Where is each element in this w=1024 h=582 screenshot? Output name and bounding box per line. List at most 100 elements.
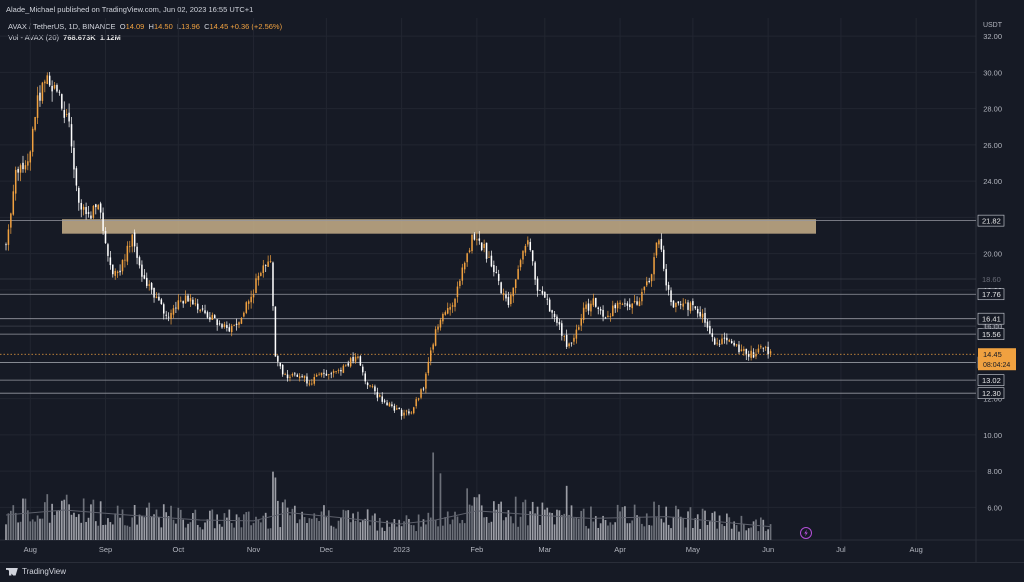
candle-body	[352, 356, 354, 362]
candle-body	[155, 296, 158, 299]
candle-body	[645, 281, 648, 286]
candle-body	[53, 84, 56, 89]
candle-body	[553, 313, 556, 318]
candle-body	[437, 326, 439, 330]
candle-body	[179, 300, 182, 302]
candle-body	[281, 364, 284, 375]
volume-bar	[344, 510, 347, 540]
volume-bar	[509, 516, 512, 540]
volume-bar	[235, 514, 238, 540]
volume-bar	[172, 519, 175, 540]
volume-bar	[672, 516, 675, 540]
level-tag-label: 21.82	[982, 217, 1001, 226]
volume-bar	[170, 505, 172, 540]
bottom-bar: TradingView	[0, 562, 1024, 582]
candle-body	[371, 386, 374, 387]
candle-body	[70, 124, 73, 147]
candle-body	[689, 302, 692, 312]
price-chart[interactable]: 32.0030.0028.0026.0024.0022.0020.0018.00…	[0, 0, 1024, 562]
volume-bar	[536, 506, 539, 540]
volume-bar	[405, 515, 408, 540]
candle-body	[87, 212, 90, 214]
volume-bar	[437, 526, 439, 540]
volume-bar	[24, 498, 27, 540]
candle-body	[711, 333, 714, 337]
candle-body	[726, 337, 728, 341]
candle-body	[631, 303, 633, 309]
candle-body	[82, 206, 85, 210]
volume-bar	[648, 525, 651, 540]
ohlc-high: H14.50	[148, 22, 173, 31]
candle-body	[56, 85, 58, 92]
candle-body	[609, 315, 612, 317]
candle-body	[19, 165, 22, 173]
volume-bar	[658, 504, 660, 540]
volume-bar	[138, 514, 141, 540]
candle-body	[257, 275, 260, 281]
volume-bar	[677, 509, 680, 540]
volume-bar	[80, 522, 83, 540]
volume-bar	[429, 517, 432, 540]
currency-label: USDT	[982, 22, 1002, 29]
volume-bar	[624, 506, 626, 540]
level-tag-label: 17.76	[982, 290, 1001, 299]
volume-bar	[259, 522, 262, 540]
candle-body	[595, 297, 597, 307]
candle-body	[182, 301, 184, 304]
volume-bar	[218, 524, 221, 540]
candle-body	[211, 314, 214, 320]
candle-body	[626, 303, 629, 306]
time-tick-label: Nov	[247, 545, 261, 554]
candle-body	[109, 257, 112, 266]
candle-body	[449, 307, 451, 310]
candle-body	[524, 245, 527, 253]
candle-body	[245, 302, 248, 313]
candle-body	[422, 388, 425, 390]
volume-bar	[580, 510, 583, 540]
candle-body	[675, 302, 677, 308]
volume-bar	[104, 524, 107, 540]
volume-bar	[114, 513, 117, 540]
candle-body	[706, 321, 709, 328]
volume-bar	[359, 522, 362, 540]
candle-body	[107, 244, 109, 256]
volume-bar	[711, 512, 714, 540]
volume-bar	[313, 513, 316, 540]
volume-bar	[51, 503, 53, 540]
price-tick-label: 10.00	[983, 431, 1002, 440]
candle-body	[624, 303, 626, 305]
volume-bar	[22, 498, 24, 540]
candle-body	[439, 320, 442, 328]
candle-body	[221, 324, 223, 328]
volume-bar	[643, 526, 646, 540]
volume-bar	[602, 515, 604, 540]
volume-bar	[468, 504, 471, 540]
candle-body	[752, 352, 755, 358]
candle-body	[432, 344, 434, 350]
volume-bar	[177, 507, 180, 540]
volume-bar	[192, 513, 194, 540]
volume-bar	[121, 509, 124, 540]
volume-bar	[332, 526, 335, 540]
volume-bar	[665, 506, 668, 540]
volume-bar	[53, 514, 56, 540]
volume-bar	[46, 494, 49, 540]
candle-body	[757, 348, 760, 353]
time-tick-label: Jul	[836, 545, 846, 554]
level-tag	[977, 214, 1005, 227]
candle-body	[279, 362, 282, 367]
volume-bar	[340, 517, 342, 540]
candle-body	[97, 205, 99, 210]
volume-bar	[534, 513, 536, 540]
volume-bar	[247, 511, 250, 540]
volume-bar	[723, 526, 726, 540]
volume-bar	[400, 526, 403, 540]
volume-label[interactable]: Vol - AVAX (20)	[8, 33, 59, 42]
level-tag-label: 16.41	[982, 315, 1001, 324]
tradingview-logo[interactable]: TradingView	[6, 567, 66, 576]
candle-body	[289, 376, 291, 378]
volume-bar	[381, 527, 384, 540]
candle-body	[192, 299, 194, 305]
symbol-name[interactable]: AVAX / TetherUS, 1D, BINANCE	[8, 22, 116, 31]
volume-bar	[184, 527, 187, 540]
